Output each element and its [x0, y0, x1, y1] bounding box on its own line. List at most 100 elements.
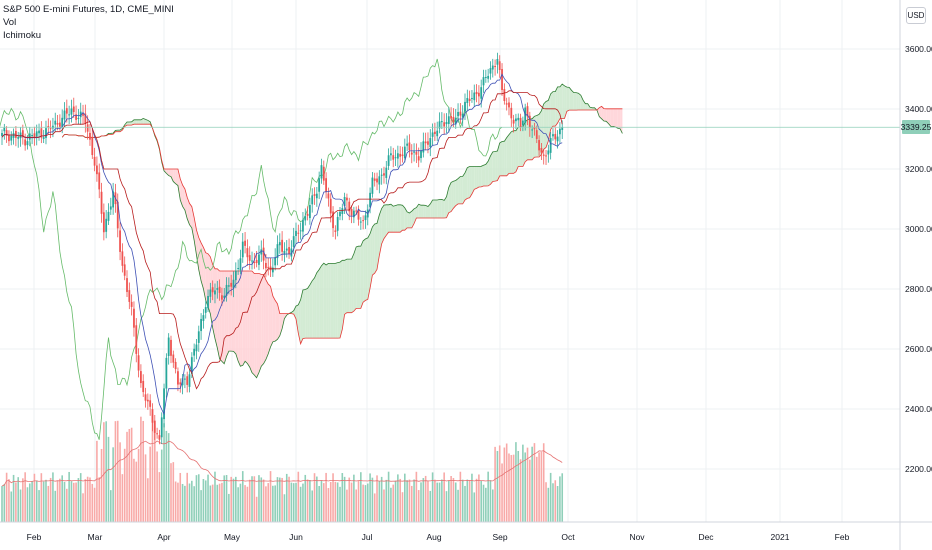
x-tick-label: Dec [698, 532, 714, 542]
volume-bar [3, 484, 6, 522]
candle-body [392, 155, 395, 160]
candle-body [105, 218, 108, 232]
ichimoku-cloud-segment [180, 178, 183, 207]
volume-bar [126, 431, 128, 522]
volume-bar [184, 485, 186, 522]
ichimoku-cloud-segment [386, 204, 389, 236]
candle-body [461, 113, 464, 118]
volume-bar [228, 493, 230, 522]
ichimoku-cloud-segment [566, 87, 570, 112]
ichimoku-cloud-segment [307, 284, 310, 339]
candle-body [186, 376, 189, 385]
candle-body [72, 106, 75, 113]
candle-body [473, 92, 476, 101]
candle-body [172, 354, 175, 363]
candle-body [251, 260, 253, 262]
volume-bar [364, 485, 367, 522]
ichimoku-indicator-label[interactable]: Ichimoku [3, 30, 42, 41]
ichimoku-cloud-segment [485, 161, 489, 187]
candle-body [390, 153, 392, 156]
symbol-title[interactable]: S&P 500 E-mini Futures, 1D, CME_MINI [3, 4, 174, 15]
volume-bar [343, 476, 346, 522]
candle-body [119, 230, 121, 252]
candle-body [496, 58, 499, 65]
candle-body [508, 102, 510, 108]
candle-body [420, 150, 422, 159]
candle-body [385, 167, 388, 178]
candle-body [396, 153, 399, 159]
currency-button[interactable]: USD [906, 7, 926, 24]
volume-bar [491, 489, 494, 522]
candle-body [77, 117, 80, 119]
volume-bar [151, 413, 154, 522]
volume-bar [31, 481, 33, 522]
volume-bar [72, 482, 75, 522]
candle-body [42, 137, 45, 139]
ichimoku-cloud-segment [508, 131, 512, 174]
ichimoku-cloud-segment [353, 246, 357, 312]
candle-body [547, 150, 550, 155]
candle-body [515, 118, 517, 122]
volume-bar [181, 483, 184, 522]
volume-bar [179, 472, 182, 522]
ichimoku-cloud-segment [416, 204, 419, 219]
volume-bar [362, 484, 364, 522]
candle-body [445, 122, 448, 125]
candle-body [457, 111, 459, 117]
ichimoku-cloud-segment [263, 274, 266, 364]
candle-body [82, 113, 84, 116]
candle-body [475, 91, 478, 95]
ichimoku-cloud-segment [592, 107, 595, 110]
candle-body [329, 198, 332, 214]
volume-bar [535, 456, 538, 522]
volume-bar [438, 482, 441, 522]
candle-body [68, 114, 71, 116]
candle-body [21, 130, 24, 138]
volume-bar [556, 486, 559, 522]
ichimoku-cloud-segment [330, 263, 334, 339]
candle-body [438, 121, 441, 129]
ichimoku-cloud-segment [451, 181, 454, 212]
volume-bar [297, 471, 300, 522]
ichimoku-cloud-segment [400, 204, 403, 233]
volume-bar [498, 445, 501, 522]
volume-bar [1, 486, 3, 522]
candle-body [207, 296, 209, 309]
volume-bar [373, 493, 376, 522]
volume-bar [316, 476, 318, 522]
ichimoku-cloud-segment [349, 259, 352, 313]
volume-bar [392, 484, 395, 522]
volume-bar [221, 482, 223, 522]
volume-bar [193, 486, 195, 522]
volume-bar [66, 488, 68, 522]
x-tick-label: Jul [362, 532, 373, 542]
volume-bar [63, 482, 66, 522]
volume-bar [216, 484, 219, 522]
ichimoku-cloud-segment [275, 300, 278, 342]
volume-bar [292, 483, 295, 522]
vol-indicator-label[interactable]: Vol [3, 17, 17, 28]
candle-body [313, 194, 316, 196]
ichimoku-cloud-segment [427, 203, 431, 219]
ichimoku-cloud-segment [335, 262, 338, 339]
ichimoku-cloud-segment [564, 85, 567, 119]
volume-bar [447, 480, 450, 522]
candle-body [234, 270, 237, 281]
ichimoku-cloud-segment [541, 103, 544, 155]
volume-bar [47, 485, 50, 522]
volume-bar [445, 491, 448, 522]
ichimoku-cloud-segment [367, 233, 371, 300]
candle-body [40, 128, 43, 138]
volume-bar [501, 463, 503, 522]
candle-body [70, 108, 73, 115]
candle-body [297, 232, 300, 234]
candle-body [468, 98, 471, 101]
candle-body [519, 117, 522, 128]
volume-bar [353, 474, 355, 522]
candle-body [116, 201, 119, 229]
volume-bar [26, 487, 29, 522]
volume-bar [350, 482, 353, 522]
volume-bar [283, 494, 286, 522]
candle-body [480, 87, 483, 99]
